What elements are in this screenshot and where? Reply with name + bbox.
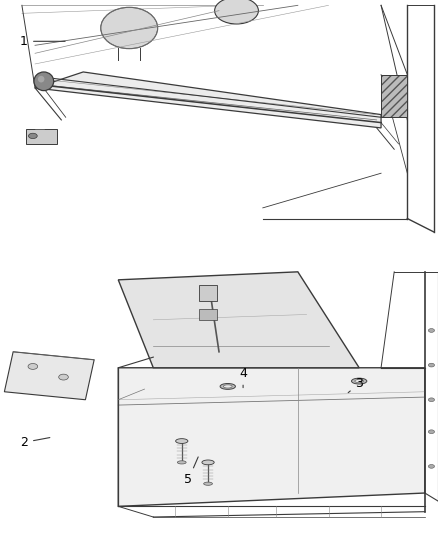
Ellipse shape xyxy=(215,0,258,24)
Polygon shape xyxy=(4,352,94,400)
Circle shape xyxy=(428,430,434,434)
Text: 1: 1 xyxy=(20,35,65,48)
Ellipse shape xyxy=(223,385,232,388)
Circle shape xyxy=(28,364,38,369)
Ellipse shape xyxy=(204,482,212,485)
Ellipse shape xyxy=(101,7,158,49)
Ellipse shape xyxy=(355,379,364,383)
Circle shape xyxy=(28,133,37,139)
Ellipse shape xyxy=(351,378,367,384)
Bar xyxy=(381,75,407,117)
Ellipse shape xyxy=(220,384,236,389)
Text: 4: 4 xyxy=(239,367,247,387)
Circle shape xyxy=(428,364,434,367)
Ellipse shape xyxy=(38,76,44,83)
Polygon shape xyxy=(118,272,359,368)
Ellipse shape xyxy=(176,439,188,443)
Text: 3: 3 xyxy=(348,377,363,393)
Polygon shape xyxy=(118,368,425,506)
Bar xyxy=(199,285,217,301)
Ellipse shape xyxy=(34,72,53,91)
Circle shape xyxy=(428,328,434,333)
Circle shape xyxy=(428,398,434,402)
Ellipse shape xyxy=(177,461,186,464)
Circle shape xyxy=(428,464,434,468)
Circle shape xyxy=(59,374,68,380)
Bar xyxy=(381,75,407,117)
Text: 5: 5 xyxy=(184,457,198,486)
Bar xyxy=(199,309,217,320)
Bar xyxy=(26,129,57,144)
Polygon shape xyxy=(35,72,381,128)
Ellipse shape xyxy=(202,460,214,465)
Text: 2: 2 xyxy=(20,436,50,449)
